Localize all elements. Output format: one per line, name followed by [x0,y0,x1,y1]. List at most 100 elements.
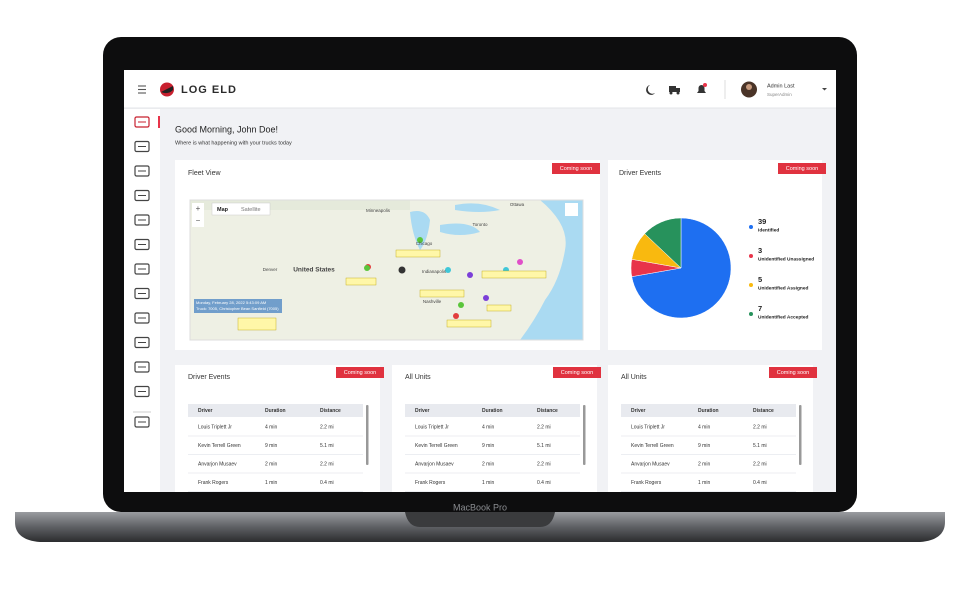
sidebar-icon[interactable] [134,361,150,373]
map-place: Minneapolis [366,208,391,213]
screen: LOG ELD Admin Last SuperAdmin Good Morni… [124,70,836,492]
table-cell: 2.2 mi [537,461,551,467]
table-badge [769,367,817,378]
table-column-header: Distance [320,408,341,414]
table-cell: 1 min [265,480,277,486]
table-title: All Units [621,374,647,381]
theme-icon[interactable] [646,85,655,95]
table-badge [553,367,601,378]
truck-icon[interactable] [669,86,680,95]
user-role: SuperAdmin [767,92,792,97]
greeting-title: Good Morning, John Doe! [175,124,278,134]
sidebar-icon[interactable] [134,287,150,300]
sidebar-icon[interactable] [134,140,150,153]
table-cell: Frank Rogers [415,480,446,486]
table-cell: 0.4 mi [320,480,334,486]
table-column-header: Duration [698,408,719,414]
table-cell: 5.1 mi [753,443,767,449]
sidebar [124,109,160,492]
map-place: Nashville [423,299,442,304]
table-header [405,404,580,417]
table-cell: Frank Rogers [198,480,229,486]
legend-value: 7 [758,304,762,313]
table-header [188,404,363,417]
table-cell: 2.2 mi [320,461,334,467]
sidebar-icon[interactable] [134,165,150,177]
legend-dot [749,225,753,229]
logo-mark-detail [161,86,173,94]
table-cell: 1 min [482,480,494,486]
sidebar-icon[interactable] [134,214,150,226]
pie-title: Driver Events [619,170,662,177]
table-cell: 2.2 mi [537,424,551,430]
legend-dot [749,283,753,287]
sidebar-icon[interactable] [134,116,150,128]
sidebar-icon[interactable] [134,189,150,202]
sidebar-active [158,116,160,128]
table-cell: 2.2 mi [753,461,767,467]
user-name: Admin Last [767,83,795,89]
map-zoom[interactable]: − [196,216,201,225]
table-cell: Louis Triplett Jr [198,424,232,430]
table-cell: 4 min [698,424,710,430]
pie-slice [644,217,682,269]
logo-text: LOG ELD [181,84,237,96]
map[interactable] [189,199,584,341]
legend-label: Unidentified Unassigned [758,256,814,262]
table-card [392,365,597,492]
map-place: Toronto [472,222,488,227]
legend-label: Identified [758,227,779,233]
sidebar-icon[interactable] [134,263,150,275]
laptop-notch [405,512,555,527]
laptop-label: MacBook Pro [453,502,507,512]
legend-label: Unidentified Accepted [758,314,809,320]
table-column-header: Driver [198,408,213,414]
table-cell: 5.1 mi [537,443,551,449]
legend-label: Unidentified Assigned [758,285,809,291]
table-cell: 2.2 mi [753,424,767,430]
table-cell: Anvarjon Musaev [198,461,237,467]
tables: Driver Events Coming soon Driver Duration Di… [175,365,817,492]
map-tooltip: Truck: 7005, Christopher Bean Sanfield (… [196,306,279,311]
sidebar-icon[interactable] [134,312,150,324]
table-title: Driver Events [188,374,231,381]
header [124,70,836,108]
table-card [608,365,813,492]
table-cell: 1 min [698,480,710,486]
table-column-header: Duration [482,408,503,414]
table-cell: Anvarjon Musaev [631,461,670,467]
map-tab[interactable]: Satellite [241,207,261,213]
table-cell: Anvarjon Musaev [415,461,454,467]
table-scrollbar [366,405,369,465]
sidebar-icon[interactable] [134,416,150,428]
fleet-title: Fleet View [188,170,221,177]
map-tab[interactable]: Map [217,207,229,213]
menu-icon[interactable] [138,85,146,94]
notification-icon[interactable] [697,83,707,93]
map-place: Chicago [416,241,433,246]
table-column-header: Distance [753,408,774,414]
table-cell: 9 min [698,443,710,449]
sidebar-icon[interactable] [134,385,150,398]
map-place: Ottawa [510,202,525,207]
table-badge-text: Coming soon [561,370,593,376]
legend-value: 3 [758,246,762,255]
map-zoom[interactable]: + [196,204,201,213]
table-cell: 2 min [698,461,710,467]
user-menu-caret[interactable] [822,88,827,91]
legend-value: 39 [758,217,766,226]
greeting-subtitle: Where is what happening with your trucks… [175,140,292,146]
sidebar-icon[interactable] [134,336,150,349]
table-badge [336,367,384,378]
table-cell: Louis Triplett Jr [415,424,449,430]
sidebar-icon[interactable] [134,238,150,251]
table-cell: 9 min [265,443,277,449]
table-cell: 9 min [482,443,494,449]
table-cell: Kevin Terrell Green [631,443,674,449]
table-column-header: Distance [537,408,558,414]
map-tooltip: Monday, February 28, 2022 5:43:09 AM [196,300,266,305]
table-badge-text: Coming soon [777,370,809,376]
table-title: All Units [405,374,431,381]
legend-dot [749,312,753,316]
